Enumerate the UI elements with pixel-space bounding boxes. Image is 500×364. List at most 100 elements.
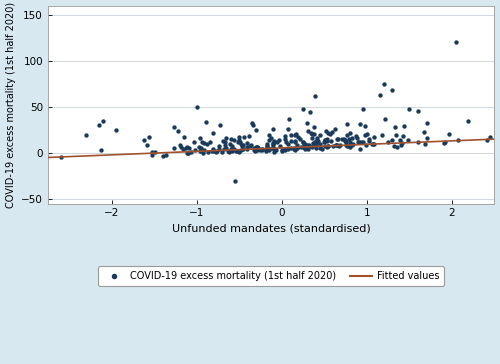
Point: [300, 142, 308, 147]
Point: [324, 143, 332, 149]
Point: [270, 141, 278, 147]
Point: [268, 144, 276, 150]
Point: [364, 136, 372, 142]
Point: [180, 146, 188, 152]
Point: [312, 146, 320, 151]
Point: [200, 147, 208, 153]
Point: [302, 143, 310, 149]
Point: [249, 122, 257, 127]
Point: [239, 146, 247, 152]
Point: [370, 141, 378, 147]
Point: [234, 139, 242, 145]
Point: [227, 146, 235, 152]
Point: [299, 144, 307, 150]
Point: [316, 141, 324, 147]
Point: [270, 146, 278, 151]
Point: [237, 141, 245, 147]
Point: [230, 146, 237, 152]
Point: [398, 140, 406, 146]
Point: [342, 139, 350, 145]
Point: [253, 145, 261, 150]
Point: [254, 145, 262, 151]
Point: [286, 146, 294, 151]
Point: [200, 140, 208, 146]
Point: [310, 131, 318, 137]
Point: [264, 145, 272, 151]
Point: [298, 139, 306, 145]
Point: [381, 116, 389, 122]
Point: [316, 145, 324, 151]
Point: [214, 143, 222, 149]
Point: [246, 143, 254, 149]
Point: [349, 141, 357, 147]
Point: [356, 121, 364, 127]
Point: [228, 136, 235, 142]
Point: [359, 139, 367, 145]
Point: [284, 126, 292, 132]
Point: [336, 143, 344, 149]
Point: [284, 141, 292, 147]
Point: [276, 143, 284, 149]
Point: [344, 121, 351, 127]
Point: [320, 139, 328, 145]
Point: [251, 148, 259, 154]
Point: [174, 128, 182, 134]
Point: [320, 143, 328, 149]
Point: [370, 134, 378, 140]
Point: [238, 147, 246, 153]
Point: [290, 147, 298, 153]
Point: [352, 133, 360, 139]
Point: [324, 136, 332, 142]
Point: [262, 141, 270, 147]
Point: [220, 142, 228, 148]
Point: [332, 142, 340, 148]
Y-axis label: COVID-19 excess mortality (1st half 2020): COVID-19 excess mortality (1st half 2020…: [6, 1, 16, 207]
Point: [294, 146, 302, 151]
Point: [234, 149, 242, 155]
Point: [182, 145, 190, 151]
Point: [486, 134, 494, 139]
Point: [210, 146, 218, 151]
Point: [406, 106, 413, 112]
Point: [231, 178, 239, 183]
Point: [464, 118, 472, 124]
Point: [290, 146, 298, 152]
Point: [228, 143, 236, 149]
Point: [282, 139, 290, 145]
Point: [222, 135, 230, 141]
Point: [302, 143, 310, 149]
Point: [252, 147, 260, 153]
Point: [336, 142, 344, 148]
Point: [191, 147, 199, 153]
Point: [361, 132, 369, 138]
Point: [209, 130, 217, 136]
Point: [318, 146, 326, 151]
Point: [305, 143, 313, 149]
Point: [196, 148, 204, 154]
Point: [252, 144, 260, 150]
Point: [396, 137, 404, 143]
Point: [384, 139, 392, 145]
Point: [392, 132, 400, 138]
Point: [159, 153, 167, 159]
Point: [312, 139, 320, 145]
Point: [452, 39, 460, 45]
Point: [292, 145, 300, 151]
Point: [326, 131, 334, 137]
Point: [250, 147, 258, 153]
Point: [198, 139, 206, 145]
Point: [148, 149, 156, 155]
Point: [303, 142, 311, 148]
Point: [442, 139, 450, 145]
Point: [305, 142, 313, 148]
Point: [243, 140, 251, 146]
Point: [309, 141, 317, 146]
Point: [334, 136, 342, 142]
Point: [278, 147, 286, 153]
Point: [254, 145, 262, 151]
Point: [291, 146, 299, 152]
Point: [170, 124, 177, 130]
Point: [284, 146, 292, 152]
Point: [204, 149, 212, 155]
Point: [216, 122, 224, 127]
